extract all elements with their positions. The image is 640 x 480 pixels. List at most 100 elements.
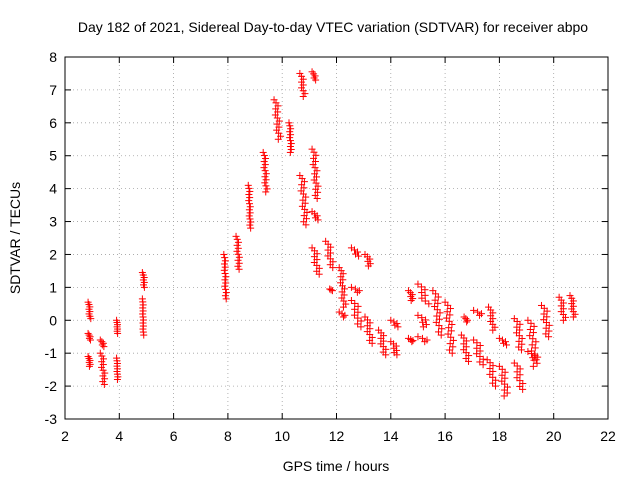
data-point xyxy=(408,338,416,346)
data-point xyxy=(286,128,294,136)
data-point xyxy=(98,363,106,371)
data-point xyxy=(476,311,484,319)
data-point xyxy=(437,331,445,339)
data-point xyxy=(382,351,390,359)
data-point xyxy=(247,218,255,226)
data-point xyxy=(409,337,417,345)
data-point xyxy=(286,148,294,156)
data-point xyxy=(98,341,106,349)
data-point xyxy=(246,215,254,223)
data-point xyxy=(302,221,310,229)
data-point xyxy=(222,285,230,293)
data-point xyxy=(448,349,456,357)
data-point xyxy=(489,379,497,387)
x-tick-label: 6 xyxy=(170,428,178,444)
data-point xyxy=(245,191,253,199)
data-point xyxy=(339,303,347,311)
data-point xyxy=(463,318,471,326)
data-point xyxy=(221,263,229,271)
data-point xyxy=(391,321,399,329)
data-point xyxy=(501,368,509,376)
data-point xyxy=(393,351,401,359)
data-point xyxy=(519,380,527,388)
data-point xyxy=(434,293,442,301)
x-axis-label: GPS time / hours xyxy=(283,458,390,474)
data-point xyxy=(500,392,508,400)
data-point xyxy=(220,250,228,258)
x-tick-label: 14 xyxy=(383,428,399,444)
data-point xyxy=(524,348,532,356)
data-point xyxy=(357,317,365,325)
data-point xyxy=(222,295,230,303)
data-point xyxy=(529,329,537,337)
data-point xyxy=(96,336,104,344)
data-point xyxy=(465,357,473,365)
data-point xyxy=(220,266,228,274)
data-point xyxy=(486,365,494,373)
x-tick-labels: 2 4 6 8 10 12 14 16 18 20 22 xyxy=(61,428,616,444)
y-tick-label: 5 xyxy=(49,148,57,164)
data-point xyxy=(286,143,294,151)
y-tick-label: 4 xyxy=(49,181,57,197)
data-point xyxy=(85,362,93,370)
data-point xyxy=(262,188,270,196)
data-point xyxy=(354,302,362,310)
x-tick-label: 8 xyxy=(224,428,232,444)
data-point xyxy=(357,323,365,331)
data-point xyxy=(486,359,494,367)
data-point xyxy=(220,260,228,268)
data-point xyxy=(339,313,347,321)
data-point xyxy=(246,200,254,208)
data-point xyxy=(425,300,433,308)
data-point xyxy=(503,383,511,391)
data-point xyxy=(499,339,507,347)
data-point xyxy=(569,313,577,321)
data-point xyxy=(510,359,518,367)
data-point xyxy=(86,336,94,344)
data-point xyxy=(462,315,470,323)
data-point xyxy=(527,319,535,327)
data-point xyxy=(287,145,295,153)
data-point xyxy=(513,362,521,370)
data-points xyxy=(84,68,579,400)
data-point xyxy=(513,368,521,376)
data-point xyxy=(545,333,553,341)
data-point xyxy=(500,386,508,394)
data-point xyxy=(233,247,241,255)
data-point xyxy=(414,311,422,319)
plot-frame xyxy=(64,56,609,420)
data-point xyxy=(299,92,307,100)
data-point xyxy=(234,244,242,252)
data-point xyxy=(221,254,229,262)
data-point xyxy=(419,323,427,331)
data-point xyxy=(447,327,455,335)
data-point xyxy=(286,122,294,130)
data-point xyxy=(234,256,242,264)
data-point xyxy=(85,334,93,342)
data-point xyxy=(491,382,499,390)
data-point xyxy=(245,197,253,205)
data-point xyxy=(114,329,122,337)
y-tick-label: 8 xyxy=(49,49,57,65)
data-point xyxy=(436,315,444,323)
data-point xyxy=(524,316,532,324)
y-tick-label: 7 xyxy=(49,82,57,98)
data-point xyxy=(532,338,540,346)
data-point xyxy=(286,134,294,142)
data-point xyxy=(394,323,402,331)
y-tick-label: 2 xyxy=(49,246,57,262)
data-point xyxy=(501,380,509,388)
data-point xyxy=(532,356,540,364)
data-point xyxy=(516,382,524,390)
data-point xyxy=(526,332,534,340)
data-point xyxy=(235,259,243,267)
data-point xyxy=(530,322,538,330)
data-point xyxy=(463,316,471,324)
data-point xyxy=(221,257,229,265)
data-point xyxy=(232,232,240,240)
data-point xyxy=(233,235,241,243)
data-point xyxy=(347,283,355,291)
y-tick-label: 0 xyxy=(49,312,57,328)
